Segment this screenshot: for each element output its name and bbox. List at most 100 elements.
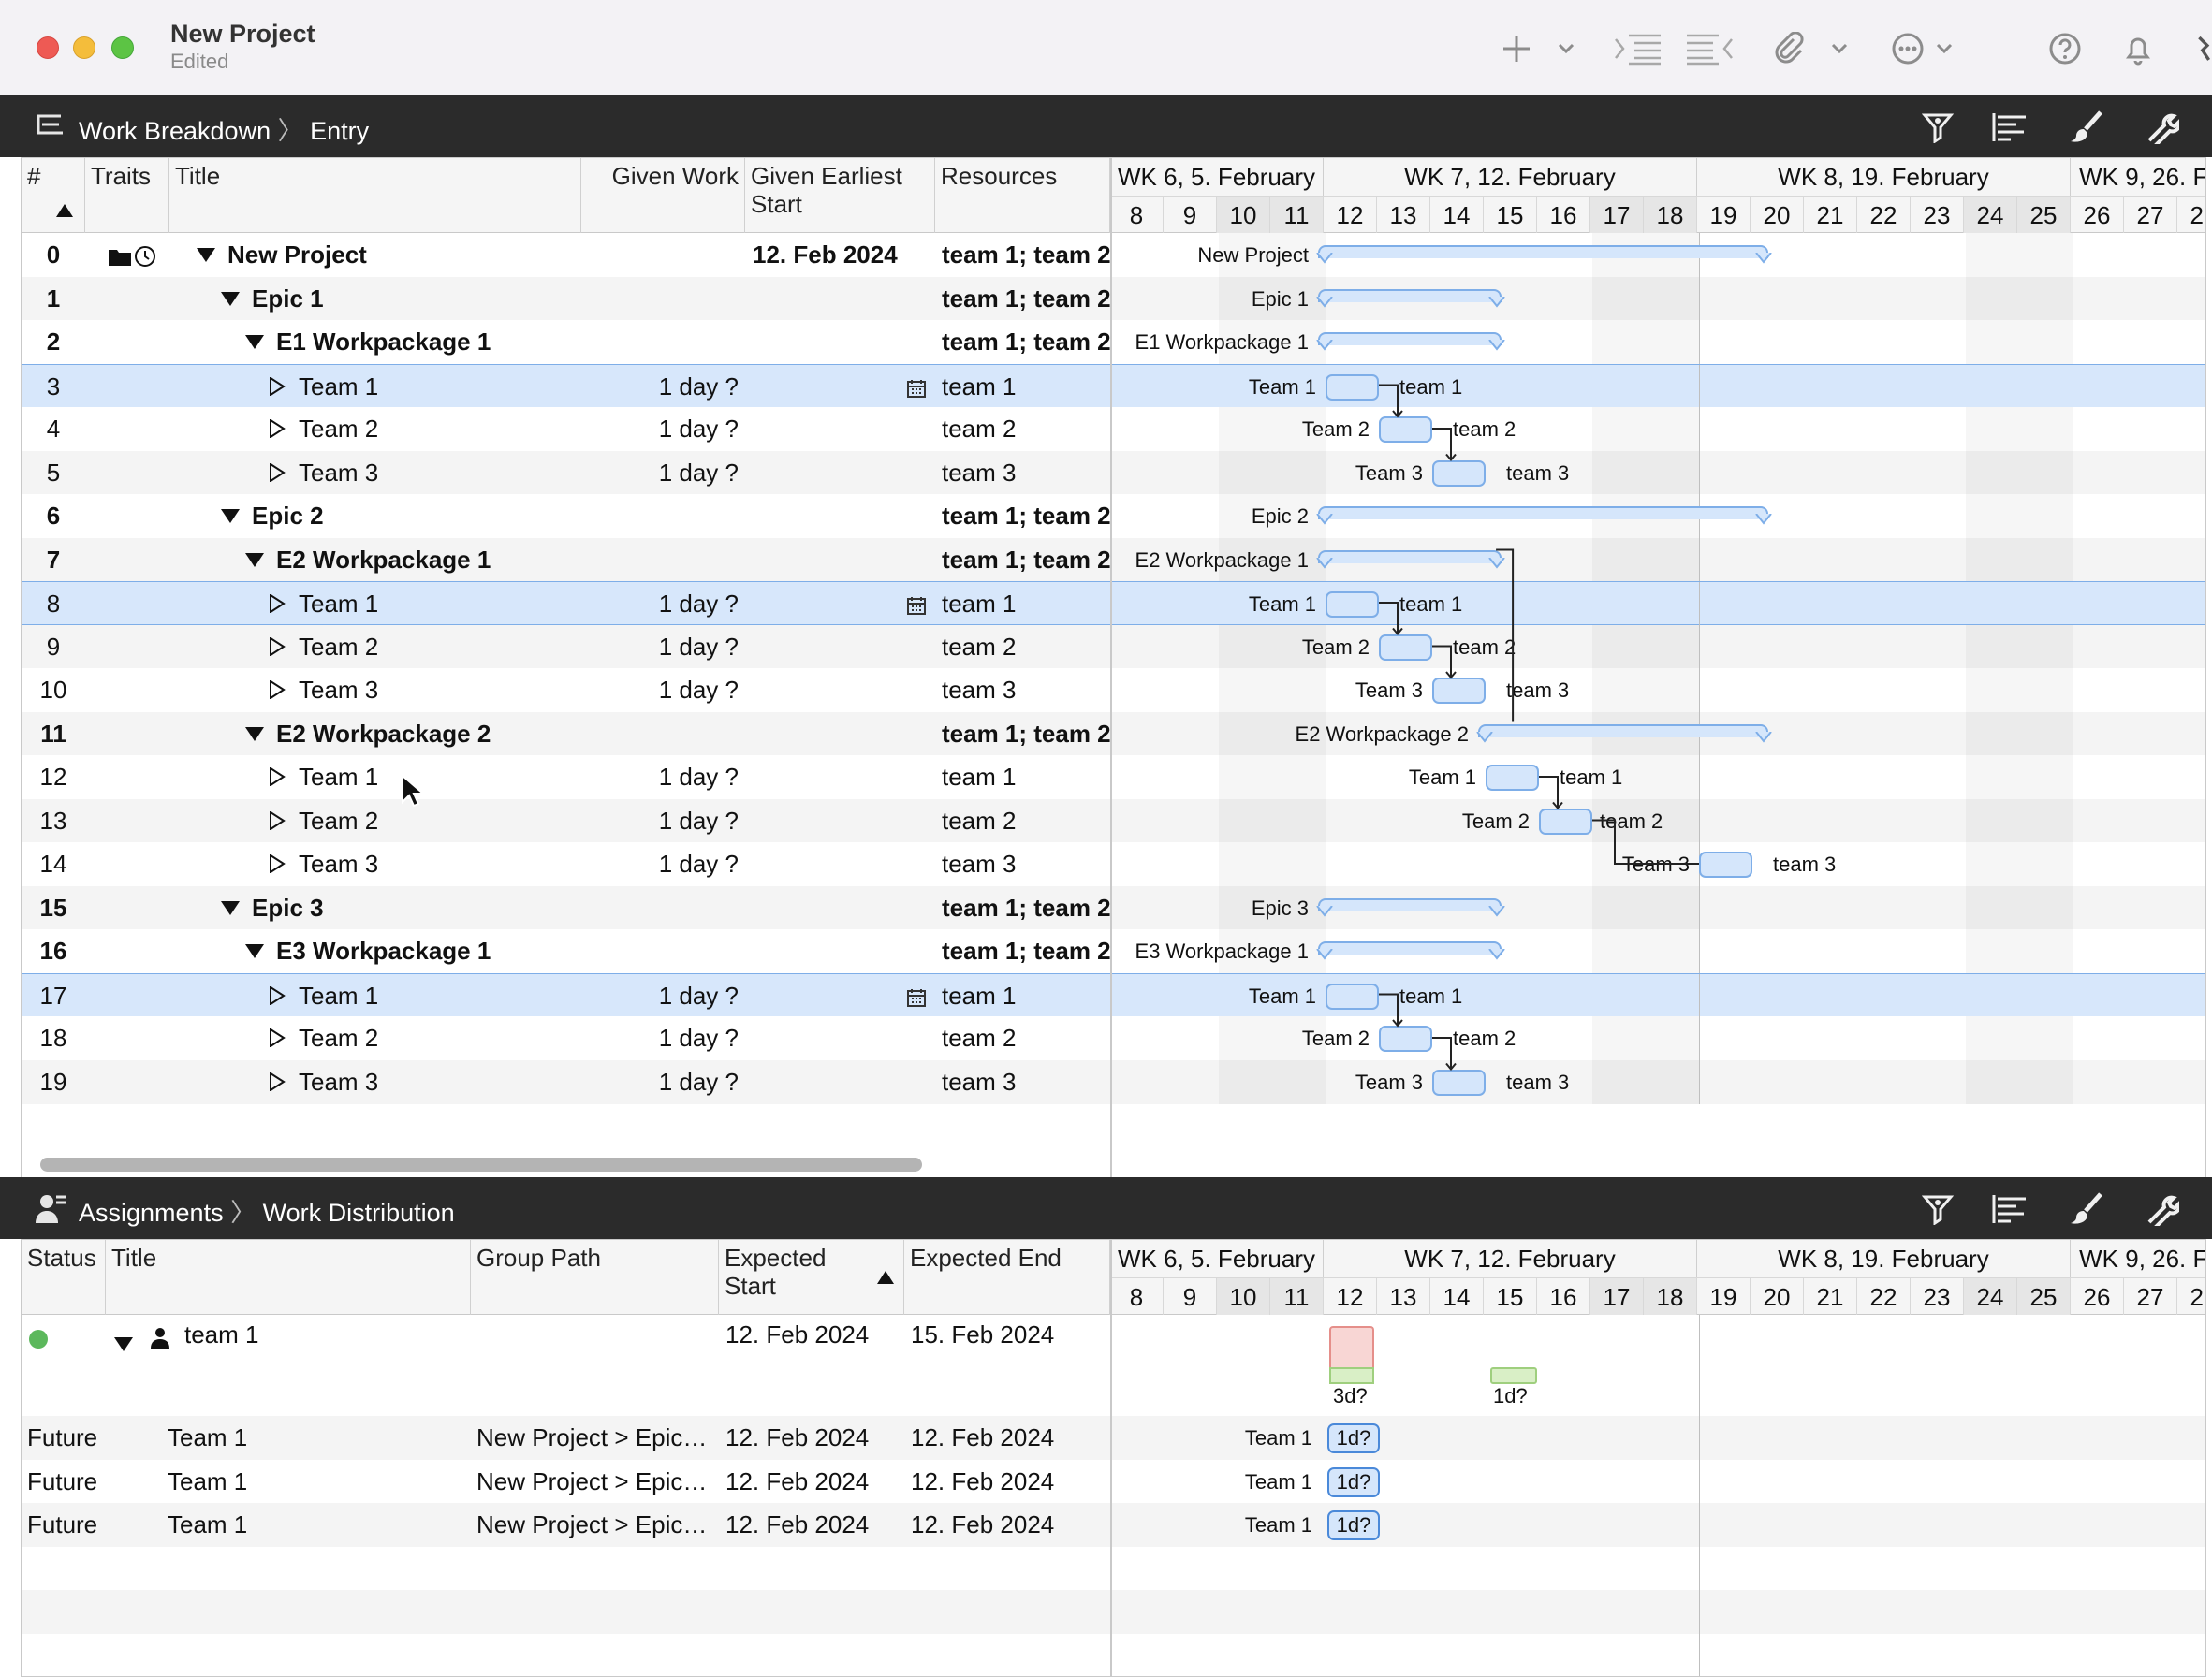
disclosure-collapsed-icon[interactable] xyxy=(269,763,299,791)
resources-cell[interactable]: team 1; team 2; t xyxy=(942,719,1110,748)
given-earliest-start-cell[interactable] xyxy=(753,494,935,538)
assignment-bar[interactable]: 1d? xyxy=(1327,1466,1380,1497)
given-earliest-start-cell[interactable] xyxy=(753,842,935,886)
given-earliest-start-cell[interactable] xyxy=(753,625,935,669)
task-bar[interactable] xyxy=(1326,373,1379,401)
outline-row[interactable]: 15 Epic 3 team 1; team 2; t Epic 3 xyxy=(22,885,2205,930)
row-title[interactable]: Team 3 xyxy=(269,1060,581,1104)
given-work-cell[interactable]: 1 day ? xyxy=(658,458,739,487)
filter-icon[interactable] xyxy=(1919,1190,1956,1228)
row-title[interactable]: Team 3 xyxy=(269,451,581,495)
disclosure-collapsed-icon[interactable] xyxy=(269,415,299,443)
disclosure-expanded-icon[interactable] xyxy=(244,937,276,965)
disclosure-collapsed-icon[interactable] xyxy=(269,1068,299,1096)
resources-cell[interactable]: team 1; team 2; t xyxy=(942,893,1110,922)
resources-cell[interactable]: team 1; team 2; t xyxy=(942,241,1110,269)
row-title[interactable]: Team 2 xyxy=(269,407,581,451)
outdent-icon[interactable] xyxy=(1683,26,1736,71)
resources-cell[interactable]: team 1; team 2; t xyxy=(942,284,1110,313)
summary-bar[interactable] xyxy=(1316,897,1505,917)
outline-row[interactable]: 19 Team 3 1 day ? team 3 Team 3 team 3 xyxy=(22,1059,2205,1104)
outline-row[interactable]: 4 Team 2 1 day ? team 2 Team 2 team 2 xyxy=(22,407,2205,451)
disclosure-expanded-icon[interactable] xyxy=(113,1330,134,1359)
disclosure-collapsed-icon[interactable] xyxy=(269,1024,299,1052)
attach-menu-chevron-icon[interactable] xyxy=(1827,26,1852,71)
outline-row[interactable]: 8 Team 1 1 day ? team 1 Team 1 team 1 xyxy=(22,581,2205,626)
outline-row[interactable]: 0 New Project 12. Feb 2024 team 1; team 2; … xyxy=(22,233,2205,277)
given-work-cell[interactable] xyxy=(581,712,739,756)
row-title[interactable]: Epic 2 xyxy=(220,494,581,538)
row-title[interactable]: New Project xyxy=(196,233,581,277)
given-earliest-start-cell[interactable] xyxy=(753,755,935,799)
breadcrumb-root[interactable]: Assignments xyxy=(79,1199,224,1227)
column-header-title[interactable]: Title xyxy=(106,1240,471,1315)
given-earliest-start-cell[interactable] xyxy=(753,320,935,364)
resources-cell[interactable]: team 3 xyxy=(942,850,1017,878)
minimize-window-button[interactable] xyxy=(73,36,95,59)
disclosure-collapsed-icon[interactable] xyxy=(269,982,299,1010)
given-work-cell[interactable]: 1 day ? xyxy=(658,981,739,1010)
row-title[interactable]: E1 Workpackage 1 xyxy=(244,320,581,364)
row-title[interactable]: Epic 3 xyxy=(220,886,581,930)
summary-bar[interactable] xyxy=(1316,288,1505,308)
wrench-icon[interactable] xyxy=(2144,1190,2181,1228)
given-earliest-start-cell[interactable] xyxy=(753,277,935,321)
column-header-title[interactable]: Title xyxy=(169,158,581,233)
given-work-cell[interactable]: 1 day ? xyxy=(658,850,739,878)
resources-cell[interactable]: team 1 xyxy=(942,372,1017,401)
row-title[interactable]: E3 Workpackage 1 xyxy=(244,929,581,973)
disclosure-collapsed-icon[interactable] xyxy=(269,807,299,835)
column-header-expected-start[interactable]: Expected Start xyxy=(719,1240,904,1315)
given-earliest-start-cell[interactable] xyxy=(753,799,935,843)
disclosure-expanded-icon[interactable] xyxy=(220,284,252,313)
task-bar[interactable] xyxy=(1432,1069,1486,1096)
outline-row[interactable]: 7 E2 Workpackage 1 team 1; team 2; t E2 Wor… xyxy=(22,537,2205,582)
more-menu-chevron-icon[interactable] xyxy=(1932,26,1956,71)
resources-cell[interactable]: team 1; team 2; t xyxy=(942,328,1110,356)
given-earliest-start-cell[interactable] xyxy=(753,451,935,495)
breadcrumb-root[interactable]: Work Breakdown xyxy=(79,117,271,145)
outline-row[interactable]: 11 E2 Workpackage 2 team 1; team 2; t E2 Wo… xyxy=(22,711,2205,756)
given-work-cell[interactable]: 1 day ? xyxy=(658,1067,739,1096)
column-header-number[interactable]: # xyxy=(22,158,85,233)
zoom-window-button[interactable] xyxy=(111,36,134,59)
resources-cell[interactable]: team 3 xyxy=(942,458,1017,487)
horizontal-scrollbar[interactable] xyxy=(40,1158,922,1172)
row-title[interactable]: Team 3 xyxy=(269,842,581,886)
disclosure-expanded-icon[interactable] xyxy=(196,241,227,269)
disclosure-collapsed-icon[interactable] xyxy=(269,850,299,878)
task-bar[interactable] xyxy=(1326,591,1379,618)
disclosure-expanded-icon[interactable] xyxy=(244,546,276,574)
outline-row[interactable]: 1 Epic 1 team 1; team 2; t Epic 1 xyxy=(22,276,2205,321)
style-brush-icon[interactable] xyxy=(2067,109,2104,146)
breadcrumb-leaf[interactable]: Entry xyxy=(310,117,370,145)
task-bar[interactable] xyxy=(1379,416,1432,443)
assignment-bar[interactable]: 1d? xyxy=(1327,1510,1380,1540)
disclosure-expanded-icon[interactable] xyxy=(220,894,252,922)
given-work-cell[interactable]: 1 day ? xyxy=(658,372,739,401)
outline-row[interactable]: 9 Team 2 1 day ? team 2 Team 2 team 2 xyxy=(22,624,2205,669)
outline-row[interactable]: 10 Team 3 1 day ? team 3 Team 3 team 3 xyxy=(22,668,2205,712)
given-earliest-start-cell[interactable] xyxy=(753,407,935,451)
task-bar[interactable] xyxy=(1699,852,1752,878)
column-header-expected-end[interactable]: Expected End xyxy=(904,1240,1091,1315)
given-work-cell[interactable] xyxy=(581,320,739,364)
assignment-bar[interactable]: 1d? xyxy=(1327,1423,1380,1453)
row-title[interactable]: Team 1 xyxy=(269,974,581,1018)
task-bar[interactable] xyxy=(1379,634,1432,661)
column-header-given-work[interactable]: Given Work xyxy=(581,158,745,233)
summary-bar[interactable] xyxy=(1316,941,1505,960)
column-header-status[interactable]: Status xyxy=(22,1240,106,1315)
resources-cell[interactable]: team 1 xyxy=(942,763,1017,791)
given-earliest-start-cell[interactable] xyxy=(753,712,935,756)
task-bar[interactable] xyxy=(1486,765,1539,791)
row-title[interactable]: E2 Workpackage 1 xyxy=(244,538,581,582)
more-options-icon[interactable] xyxy=(1889,26,1926,71)
view-options-icon[interactable] xyxy=(1992,1190,2029,1228)
disclosure-collapsed-icon[interactable] xyxy=(269,676,299,704)
resources-cell[interactable]: team 1 xyxy=(942,590,1017,618)
row-title[interactable]: Team 1 xyxy=(269,582,581,626)
task-bar[interactable] xyxy=(1379,1026,1432,1052)
summary-bar[interactable] xyxy=(1316,332,1505,351)
